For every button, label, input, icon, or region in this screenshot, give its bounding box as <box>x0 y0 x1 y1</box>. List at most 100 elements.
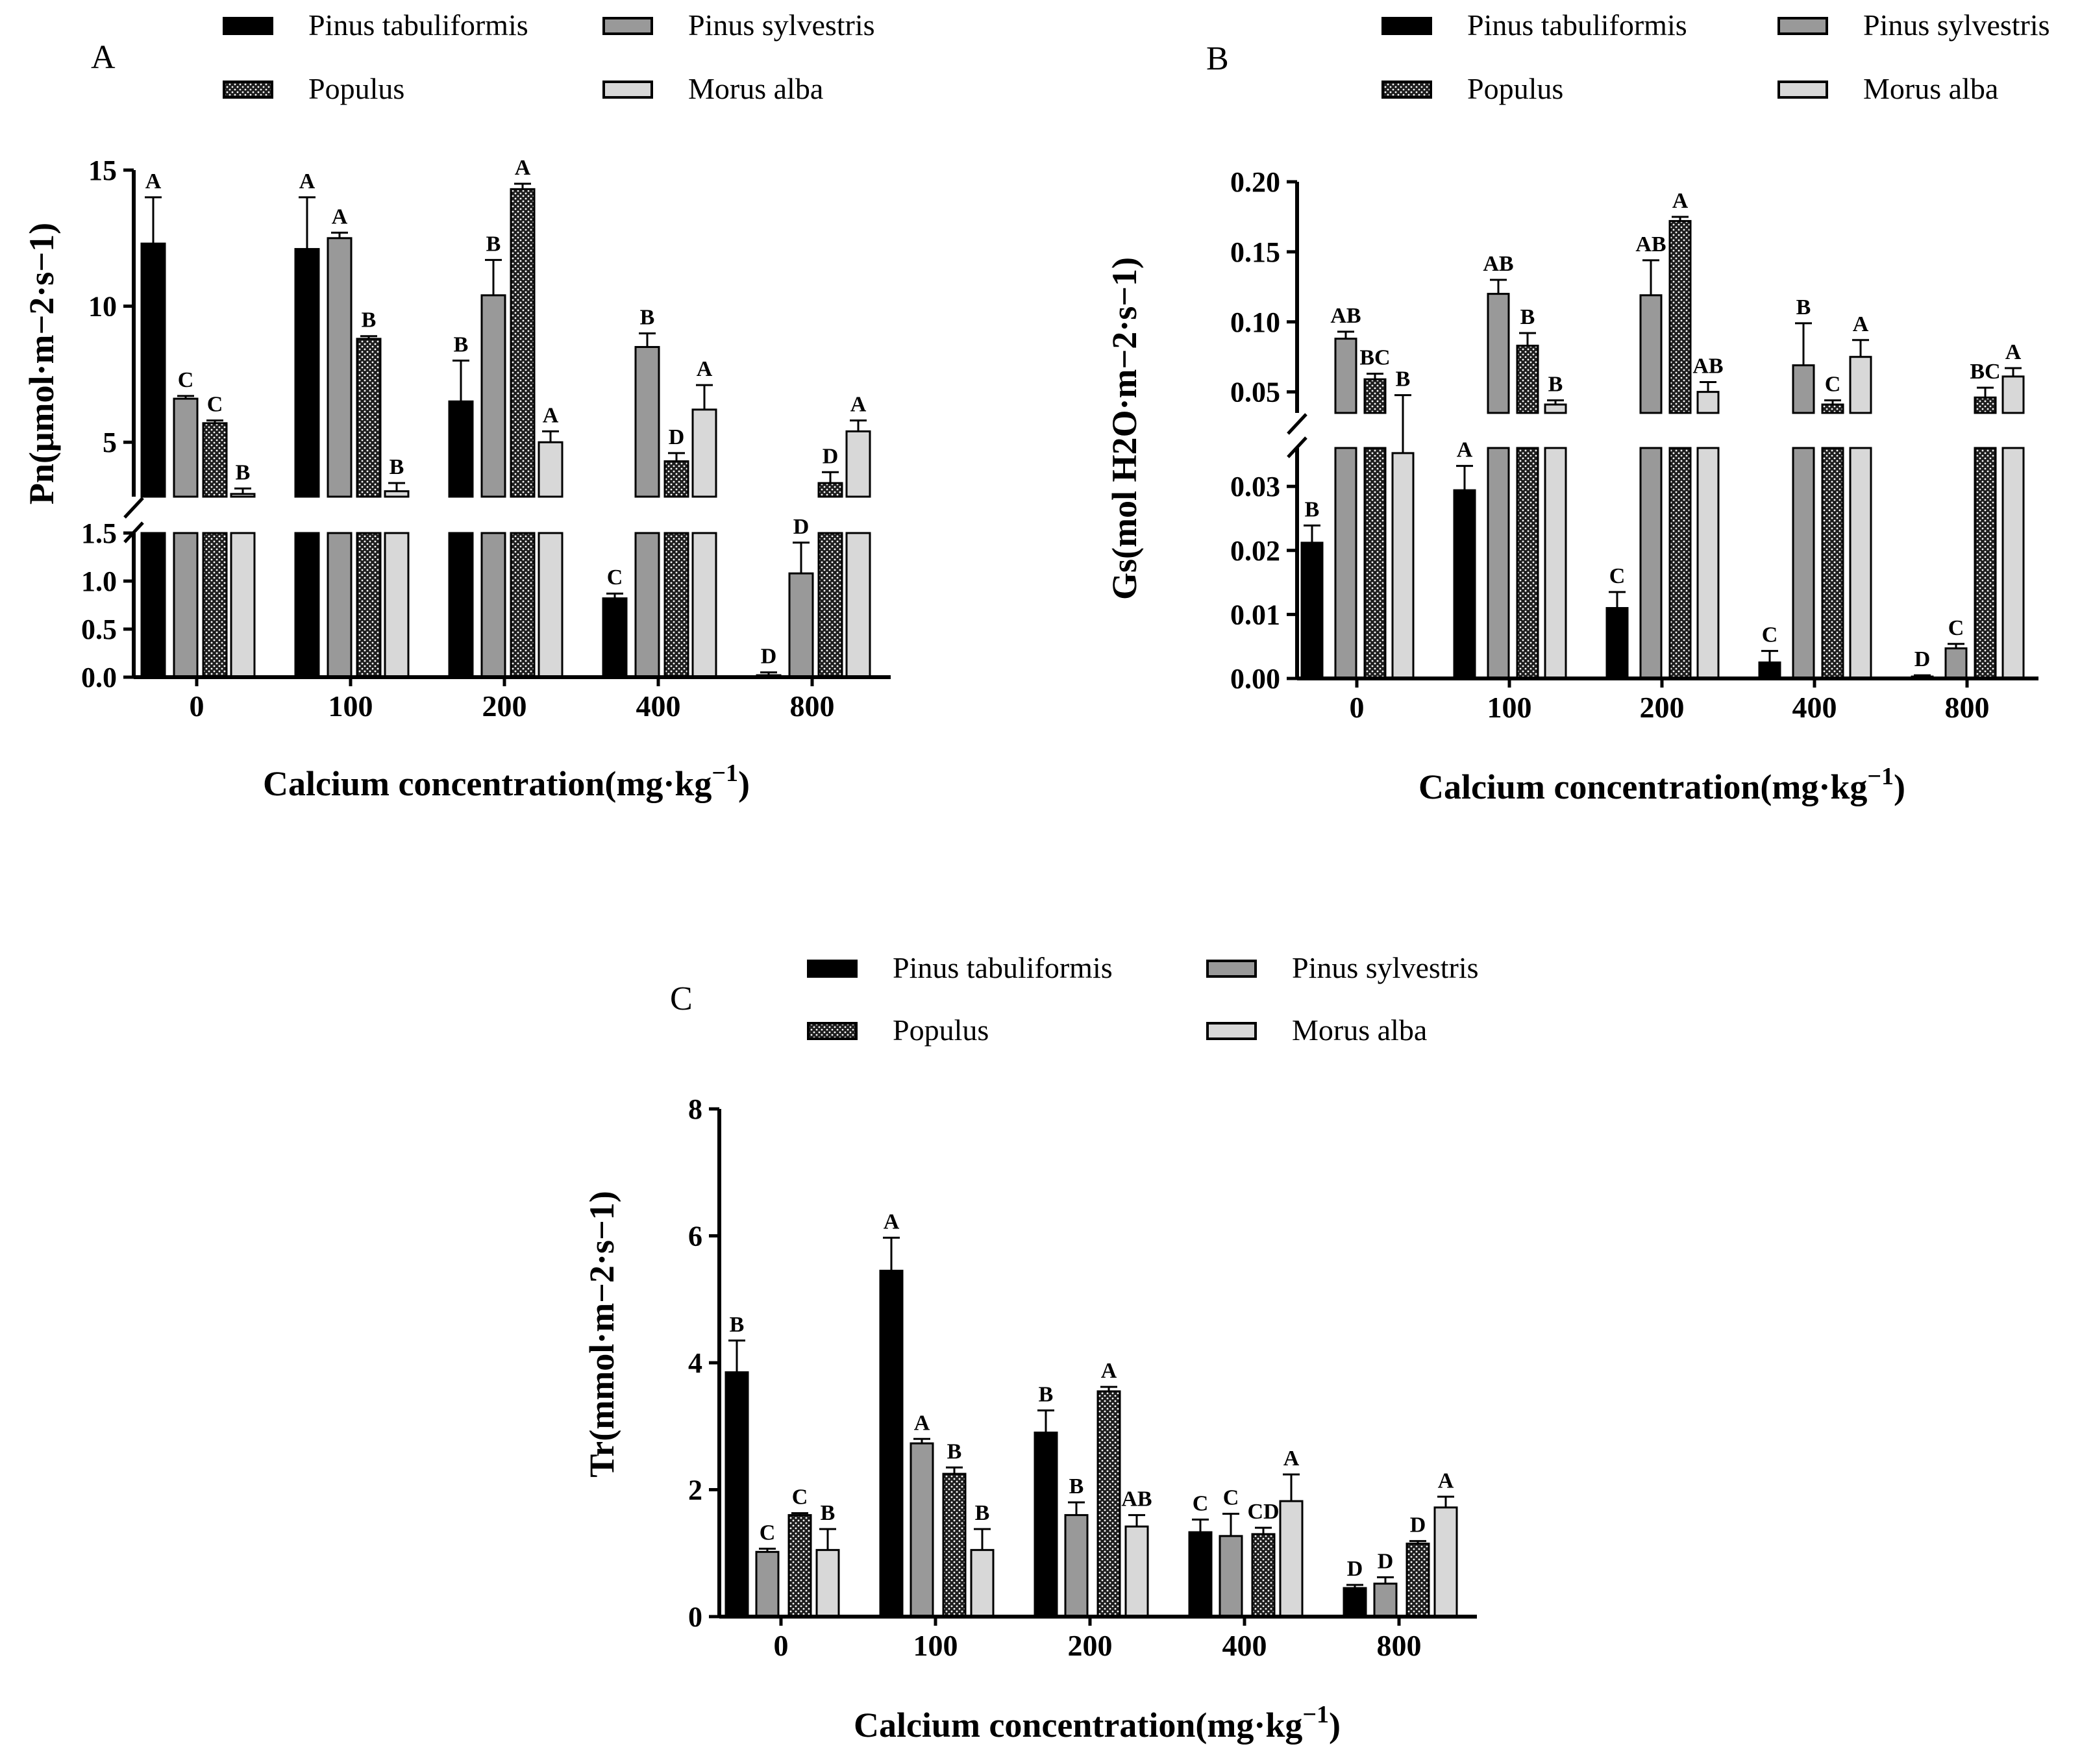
panel-c-ytick-label-0: 0 <box>688 1601 702 1633</box>
panel-c-x-axis-title-end: ) <box>1329 1706 1341 1745</box>
panel-c-bar-pinus-sylvestris-0 <box>755 1550 780 1618</box>
panel-b-legend-label-pinus-sylvestris: Pinus sylvestris <box>1863 8 2050 42</box>
panel-b-bar-populus-200 <box>1668 219 1692 414</box>
panel-b-bar-morus-alba-0 <box>1391 452 1415 680</box>
panel-a-legend-label-populus: Populus <box>308 72 404 105</box>
panel-b-bar-populus-400 <box>1821 403 1844 414</box>
panel-c-legend-swatch-morus-alba <box>1206 1022 1257 1040</box>
panel-a-sig-letter-populus-800: D <box>823 444 839 468</box>
panel-b-bar-pinus-sylvestris-800 <box>1944 647 1968 680</box>
panel-c-xtick-label-0: 0 <box>774 1629 789 1662</box>
panel-b-bar-morus-alba-400 <box>1849 356 1872 414</box>
panel-a-sig-letter-pinus-sylvestris-0: C <box>178 368 194 392</box>
panel-c-xtick-label-200: 200 <box>1068 1629 1113 1662</box>
panel-c-xtick-label-800: 800 <box>1377 1629 1422 1662</box>
panel-b-legend-swatch-morus-alba <box>1777 81 1828 99</box>
panel-b-bar-pinus-sylvestris-400-lower <box>1792 447 1815 680</box>
panel-b-sig-letter-pinus-tabuliformis-400: C <box>1762 623 1778 647</box>
panel-a-bar-pinus-tabuliformis-200 <box>448 400 474 498</box>
panel-a-bar-populus-0 <box>202 422 228 498</box>
panel-b-ytick-label-0.10: 0.10 <box>1230 306 1280 338</box>
panel-a-bar-populus-200 <box>510 188 536 498</box>
panel-c-ytick-label-8: 8 <box>688 1093 702 1125</box>
panel-c-sig-letter-pinus-sylvestris-200: B <box>1069 1474 1084 1498</box>
panel-a-legend-swatch-pinus-sylvestris <box>602 17 653 35</box>
panel-a-bar-populus-400 <box>663 460 689 498</box>
panel-a-bar-morus-alba-0-lower <box>230 532 256 678</box>
panel-c-sig-letter-morus-alba-0: B <box>821 1501 836 1525</box>
panel-c: Pinus tabuliformis Pinus sylvestris Populu… <box>582 951 1479 1745</box>
panel-c-sig-letter-pinus-tabuliformis-400: C <box>1193 1491 1209 1515</box>
panel-c-sig-letter-morus-alba-100: B <box>975 1501 990 1525</box>
panel-c-legend-label-pinus-tabuliformis: Pinus tabuliformis <box>893 951 1113 984</box>
panel-a-bar-populus-100-lower <box>356 532 382 678</box>
panel-b-bar-morus-alba-400-lower <box>1849 447 1872 680</box>
panel-b-ytick-label-0.15: 0.15 <box>1230 236 1280 268</box>
panel-b-bar-pinus-sylvestris-100 <box>1487 293 1510 414</box>
panel-a-bar-morus-alba-800-lower <box>845 532 871 678</box>
panel-c-bar-pinus-tabuliformis-200 <box>1034 1432 1058 1618</box>
panel-c-ytick-label-6: 6 <box>688 1221 702 1252</box>
panel-a-bar-morus-alba-100 <box>384 490 410 498</box>
panel-c-bar-populus-0 <box>787 1514 812 1618</box>
panel-c-sig-letter-morus-alba-800: A <box>1438 1469 1454 1493</box>
panel-b-letter: B <box>1206 40 1229 77</box>
panel-a-bar-pinus-sylvestris-400 <box>634 345 660 498</box>
panel-a-bar-morus-alba-400-lower <box>691 532 717 678</box>
panel-a-bar-pinus-tabuliformis-0-lower <box>140 532 166 678</box>
panel-b-x-axis-title-end: ) <box>1894 767 1905 806</box>
panel-a-sig-letter-pinus-sylvestris-200: B <box>486 232 501 256</box>
panel-a-x-axis-title-end: ) <box>738 764 750 803</box>
panel-b-sig-letter-pinus-sylvestris-100: AB <box>1483 252 1513 276</box>
panel-b-bar-pinus-sylvestris-200-lower <box>1639 447 1663 680</box>
panel-b-bar-morus-alba-200-lower <box>1696 447 1720 680</box>
panel-b-xtick-label-200: 200 <box>1640 691 1685 724</box>
panel-a-sig-letter-pinus-sylvestris-100: A <box>332 205 348 229</box>
panel-a-bar-pinus-tabuliformis-100 <box>294 248 320 498</box>
panel-a-bar-pinus-sylvestris-400-lower <box>634 532 660 678</box>
panel-b-bar-populus-0-lower <box>1363 447 1387 680</box>
panel-b-legend-label-morus-alba: Morus alba <box>1863 72 1998 105</box>
panel-c-sig-letter-pinus-tabuliformis-800: D <box>1347 1557 1363 1581</box>
panel-c-xtick-label-400: 400 <box>1222 1629 1267 1662</box>
panel-b-sig-letter-pinus-tabuliformis-0: B <box>1305 497 1320 521</box>
panel-a-bar-pinus-sylvestris-100-lower <box>327 532 353 678</box>
panel-a-sig-letter-morus-alba-400: A <box>697 357 713 381</box>
panel-a-sig-letter-populus-400: D <box>669 425 685 449</box>
panel-b-xtick-label-0: 0 <box>1350 691 1365 724</box>
panel-b-sig-letter-populus-400: C <box>1825 373 1841 397</box>
panel-a-x-axis-title: Calcium concentration(mg·kg−1) <box>263 760 750 803</box>
panel-b-bar-morus-alba-800-lower <box>2001 447 2025 680</box>
panel-a-sig-letter-populus-0: C <box>207 393 223 417</box>
panel-c-x-axis-title-main: Calcium concentration(mg·kg <box>854 1706 1302 1745</box>
panel-b-bar-populus-800 <box>1974 396 1997 414</box>
panel-a-bar-pinus-sylvestris-200 <box>480 294 506 498</box>
panel-a-bar-pinus-sylvestris-800 <box>788 572 814 678</box>
panel-b-sig-letter-pinus-sylvestris-400: B <box>1796 295 1811 319</box>
panel-c-y-axis-title: Tr(mmol·m−2·s−1) <box>582 1191 621 1477</box>
panel-b-axis-break-2 <box>1287 436 1307 458</box>
panel-a-bar-pinus-sylvestris-200-lower <box>480 532 506 678</box>
panel-b-ytick-label-0.05: 0.05 <box>1230 377 1280 408</box>
panel-a-sig-letter-populus-100: B <box>362 308 377 332</box>
panel-b-bar-populus-400-lower <box>1821 447 1844 680</box>
panel-a-ytick-label-1.0: 1.0 <box>81 565 117 597</box>
panel-c-sig-letter-pinus-sylvestris-100: A <box>914 1411 930 1435</box>
panel-c-bar-pinus-sylvestris-400 <box>1219 1535 1243 1618</box>
panel-a-letter: A <box>91 39 116 76</box>
panel-a-bar-pinus-sylvestris-0-lower <box>173 532 199 678</box>
panel-a-sig-letter-pinus-tabuliformis-800: D <box>761 645 777 669</box>
panel-a-bar-morus-alba-200-lower <box>538 532 564 678</box>
panel-a-bar-populus-0-lower <box>202 532 228 678</box>
panel-b-sig-letter-populus-200: A <box>1672 189 1689 213</box>
panel-b-bar-morus-alba-100-lower <box>1544 447 1567 680</box>
panel-a-bar-populus-400-lower <box>663 532 689 678</box>
panel-c-bar-morus-alba-100 <box>970 1548 995 1618</box>
panel-b-sig-letter-pinus-sylvestris-800: C <box>1948 616 1964 640</box>
panel-c-bar-morus-alba-400 <box>1279 1500 1304 1618</box>
panel-c-bar-pinus-tabuliformis-400 <box>1188 1531 1213 1618</box>
panel-b-bar-pinus-sylvestris-400 <box>1792 364 1815 414</box>
panel-c-legend-label-populus: Populus <box>893 1013 989 1047</box>
panel-a-ytick-label-0.5: 0.5 <box>81 614 117 645</box>
